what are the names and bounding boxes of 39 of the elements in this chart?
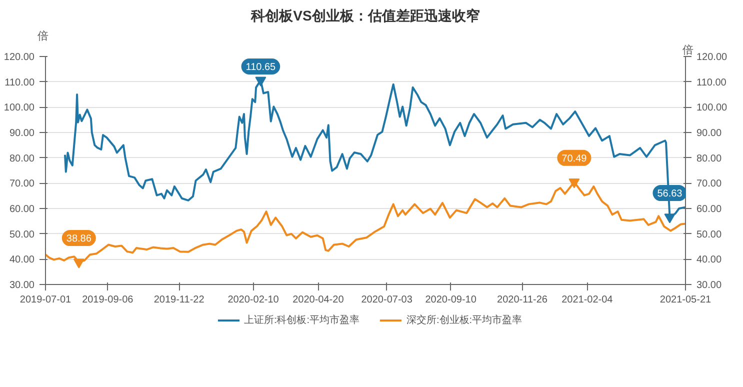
annotation: 70.49	[562, 153, 588, 164]
y-tick-label: 120.00	[4, 52, 35, 63]
x-tick-label: 2020-04-20	[292, 294, 344, 306]
x-tick-label: 2021-02-04	[562, 294, 614, 306]
y2-tick-label: 40.00	[696, 254, 722, 266]
y-tick-label: 70.00	[9, 178, 35, 190]
x-tick-label: 2020-07-03	[361, 294, 413, 306]
y2-tick-label: 80.00	[696, 153, 722, 164]
y2-tick-label: 100.00	[696, 102, 728, 114]
y-tick-label: 90.00	[9, 128, 35, 139]
y-tick-label: 50.00	[9, 229, 35, 240]
x-tick-label: 2019-07-01	[20, 294, 72, 306]
x-tick-label: 2019-11-22	[154, 294, 205, 306]
y2-tick-label: 110.00	[696, 77, 727, 88]
y-axis-title: 倍	[38, 30, 48, 42]
x-tick-label: 2019-09-06	[82, 294, 134, 306]
y-tick-label: 110.00	[4, 77, 35, 88]
x-tick-label: 2020-09-10	[425, 294, 477, 306]
y-tick-label: 100.00	[4, 102, 35, 114]
x-tick-label: 2021-05-21	[660, 294, 712, 306]
y-tick-label: 60.00	[9, 204, 35, 215]
y-tick-label: 40.00	[9, 254, 35, 266]
y2-tick-label: 50.00	[696, 229, 722, 240]
y2-tick-label: 120.00	[696, 52, 728, 63]
x-tick-label: 2020-11-26	[497, 294, 548, 306]
y-tick-label: 30.00	[9, 280, 35, 291]
y2-tick-label: 70.00	[696, 178, 722, 190]
y2-tick-label: 90.00	[696, 128, 722, 139]
x-tick-label: 2020-02-10	[228, 294, 280, 306]
chart-title: 科创板VS创业板：估值差距迅速收窄	[250, 8, 480, 24]
y2-tick-label: 60.00	[696, 204, 722, 215]
legend-label: 深交所:创业板:平均市盈率	[406, 314, 522, 327]
y2-axis-title: 倍	[682, 44, 694, 56]
y2-tick-label: 30.00	[696, 280, 722, 291]
annotation: 56.63	[657, 188, 683, 200]
legend-label: 上证所:科创板:平均市盈率	[244, 314, 360, 327]
annotation: 110.65	[246, 62, 276, 73]
annotation: 38.86	[66, 234, 92, 245]
y-tick-label: 80.00	[9, 153, 35, 164]
